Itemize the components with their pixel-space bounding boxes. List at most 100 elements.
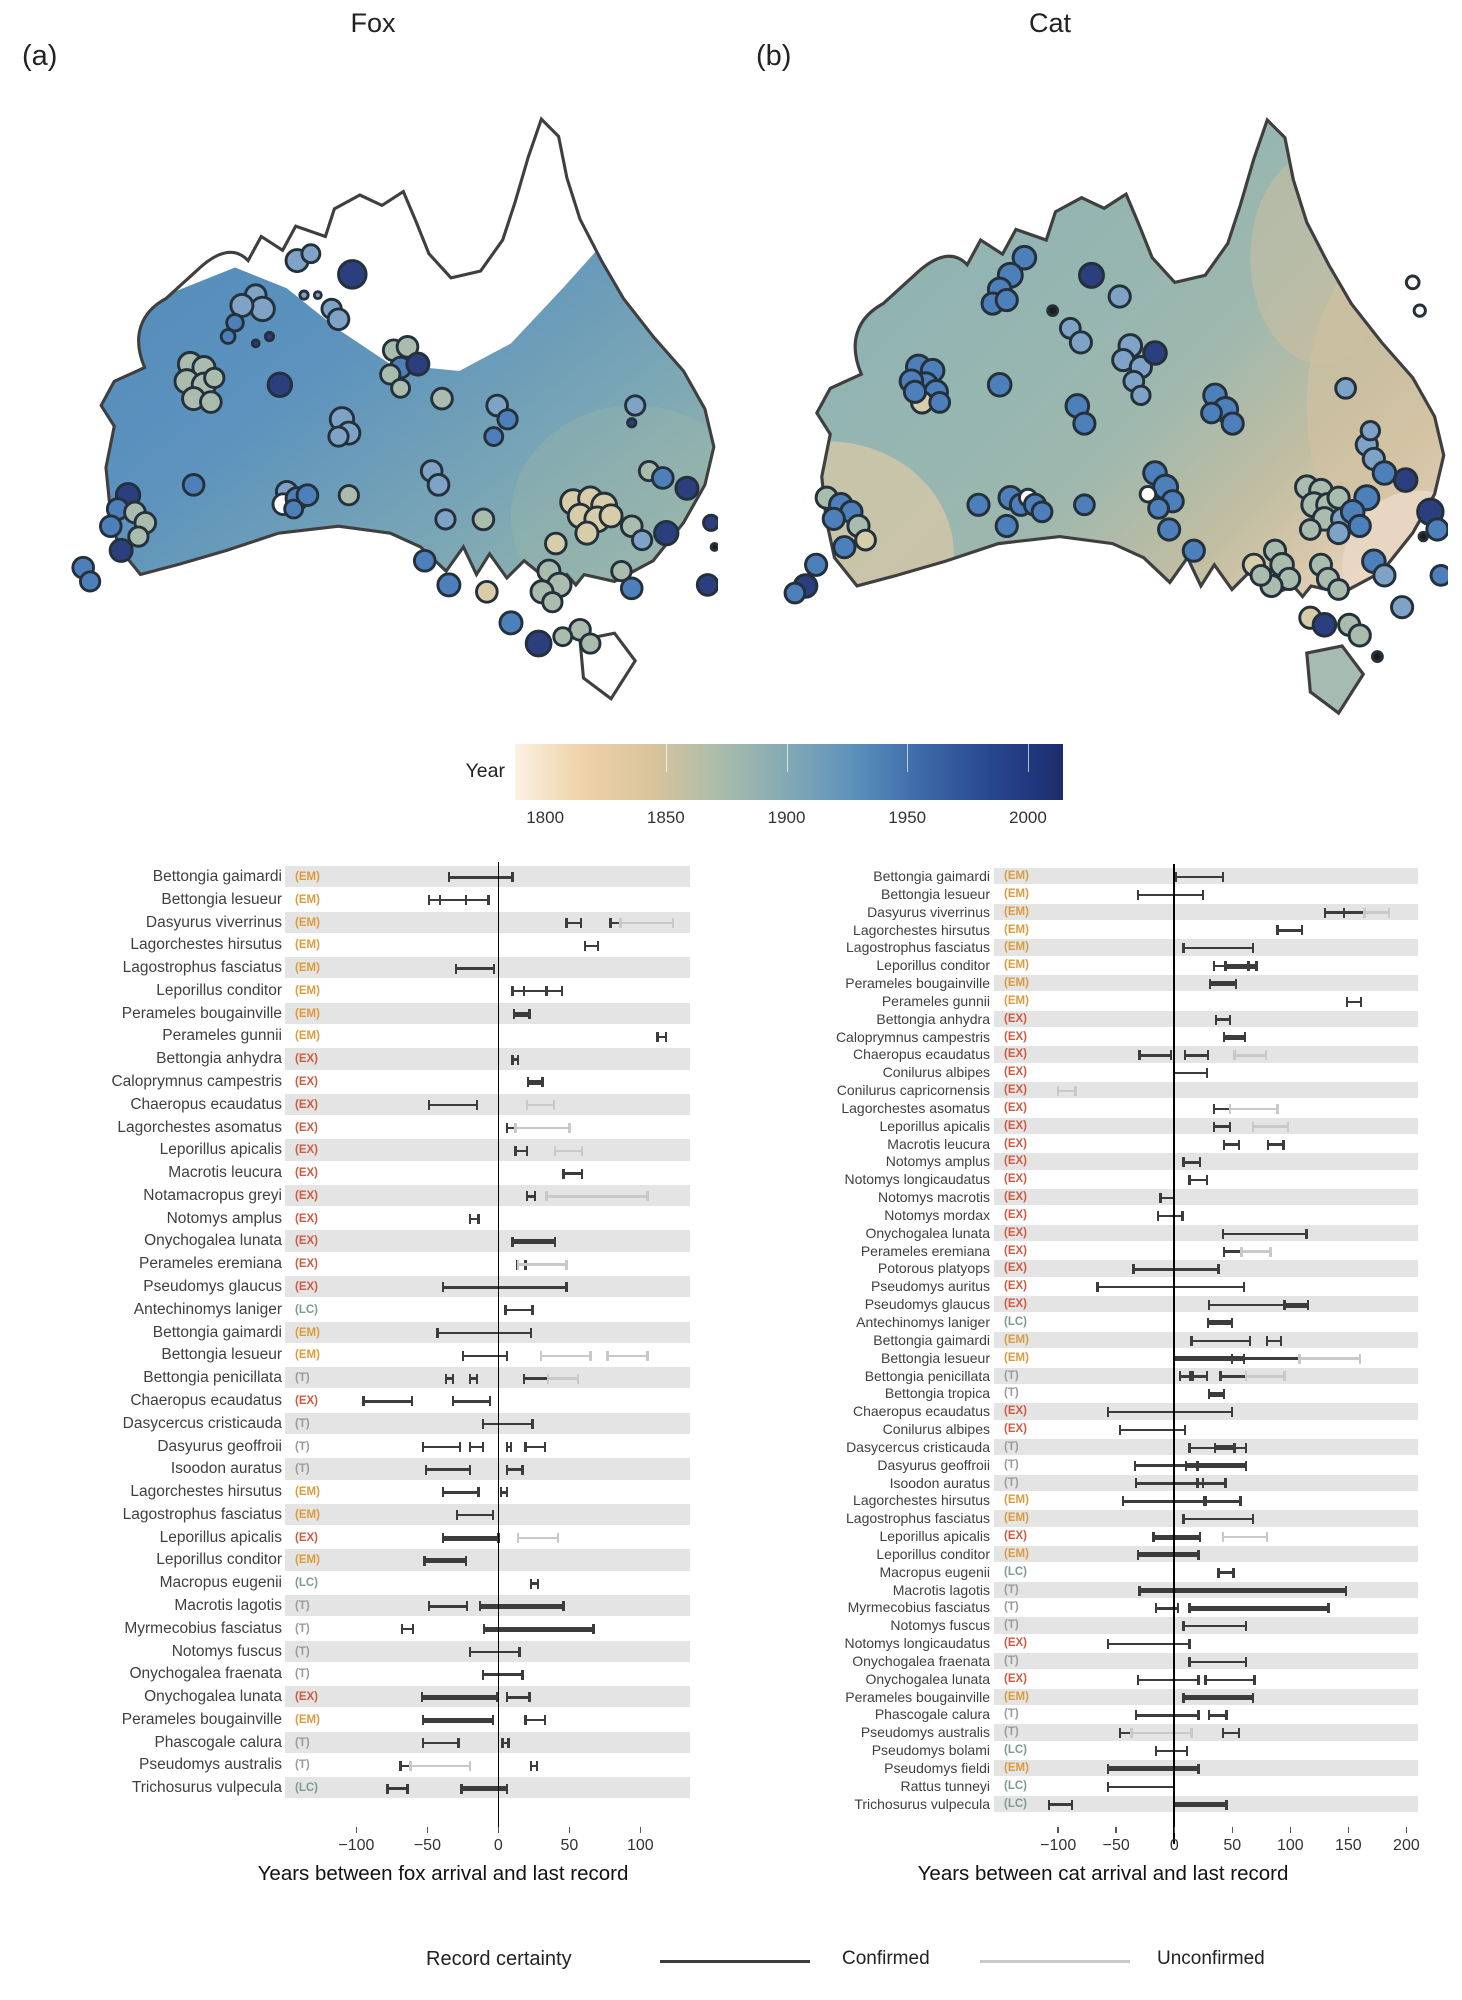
species-label: Dasyurus geoffroii <box>157 1437 282 1455</box>
map-point <box>412 548 437 573</box>
interval-cap <box>447 872 450 883</box>
species-label: Perameles bougainville <box>121 1710 282 1728</box>
interval-cap <box>1184 1460 1188 1471</box>
status-tag: (EM) <box>295 1713 320 1726</box>
species-label: Macrotis leucura <box>887 1135 990 1152</box>
interval-cap <box>561 986 564 997</box>
interval-cap <box>1197 1710 1200 1721</box>
interval-cap <box>1219 1371 1222 1382</box>
interval-cap <box>1118 1424 1121 1435</box>
interval-bar-confirmed <box>523 1377 549 1380</box>
interval-cap <box>421 1738 425 1749</box>
interval-cap <box>468 1760 472 1771</box>
x-tick-label: 50 <box>560 1837 579 1854</box>
x-tick-mark <box>1289 1827 1292 1833</box>
map-point <box>312 290 323 300</box>
species-label: Macropus eugenii <box>159 1574 282 1592</box>
species-label: Notamacropus greyi <box>143 1186 282 1204</box>
map-point <box>436 572 462 598</box>
map-point <box>295 483 320 507</box>
interval-cap <box>565 917 568 928</box>
x-tick-label: −100 <box>338 1837 375 1854</box>
status-tag: (T) <box>295 1372 310 1385</box>
interval-cap <box>1132 1264 1135 1275</box>
interval-cap <box>1358 1353 1362 1364</box>
interval-cap <box>1182 1692 1185 1703</box>
interval-bar-confirmed <box>506 1126 516 1130</box>
status-tag: (EX) <box>295 1053 318 1066</box>
interval-cap <box>1169 1050 1172 1061</box>
interval-bar-confirmed <box>1277 929 1302 932</box>
interval-cap <box>454 963 457 974</box>
species-label: Bettongia penicillata <box>143 1369 282 1387</box>
colorbar-tick-label: 2000 <box>1009 808 1047 827</box>
status-tag: (EX) <box>295 1167 318 1180</box>
species-label: Bettongia gaimardi <box>873 1331 990 1348</box>
interval-cap <box>1276 925 1279 936</box>
map-point <box>1046 304 1060 318</box>
status-tag: (EX) <box>1004 1119 1027 1132</box>
interval-cap <box>441 1282 445 1293</box>
interval-bar-confirmed <box>1133 1268 1219 1271</box>
species-label: Macrotis lagotis <box>892 1581 990 1598</box>
interval-bar-confirmed <box>1155 1607 1178 1610</box>
interval-cap <box>410 1396 413 1407</box>
interval-bar-confirmed <box>455 967 495 970</box>
interval-bar-confirmed <box>1183 1517 1254 1521</box>
interval-cap <box>1243 1032 1247 1043</box>
interval-cap <box>1183 1424 1186 1435</box>
interval-bar-confirmed <box>506 1468 523 1471</box>
status-tag: (T) <box>295 1668 310 1681</box>
interval-cap <box>1344 1585 1348 1596</box>
panel-b-letter: (b) <box>756 40 792 72</box>
interval-cap <box>1276 1103 1279 1114</box>
interval-cap <box>1154 1603 1157 1614</box>
interval-cap <box>475 1373 479 1384</box>
species-label: Leporillus apicalis <box>159 1528 282 1546</box>
status-tag: (EM) <box>295 916 320 929</box>
species-label: Onychogalea lunata <box>865 1224 990 1241</box>
map-point <box>674 475 700 501</box>
interval-bar-confirmed <box>1232 1357 1300 1360</box>
interval-bar-confirmed <box>363 1400 412 1403</box>
interval-cap <box>468 1464 472 1475</box>
status-tag: (EM) <box>1004 1547 1029 1560</box>
interval-cap <box>386 1783 389 1794</box>
status-tag: (EX) <box>1004 1244 1027 1257</box>
interval-bar-unconfirmed <box>515 1126 570 1130</box>
map-point <box>1371 460 1398 486</box>
map-point <box>430 386 454 411</box>
interval-cap <box>399 1760 402 1771</box>
interval-bar-confirmed <box>428 1103 478 1107</box>
map-point <box>821 506 846 531</box>
x-tick-label: −50 <box>413 1837 441 1854</box>
interval-cap <box>1265 1335 1269 1346</box>
interval-bar-unconfirmed <box>555 1149 583 1152</box>
map-point <box>624 394 647 417</box>
x-tick-mark <box>1347 1827 1350 1833</box>
interval-cap <box>1300 925 1304 936</box>
interval-cap <box>1134 1710 1138 1721</box>
map-point <box>994 287 1019 313</box>
interval-bar-unconfirmed <box>546 1195 648 1198</box>
interval-cap <box>553 1236 557 1247</box>
row-band <box>994 1082 1418 1099</box>
interval-cap <box>487 895 490 906</box>
status-tag: (T) <box>295 1645 310 1658</box>
interval-bar-confirmed <box>1209 1303 1285 1307</box>
x-tick-mark <box>1173 1827 1176 1833</box>
row-band <box>994 1117 1418 1135</box>
interval-cap <box>544 1441 547 1452</box>
species-label: Antechinomys laniger <box>856 1314 990 1330</box>
map-point <box>994 513 1019 539</box>
map-point <box>405 351 431 377</box>
interval-cap <box>1245 1371 1248 1382</box>
interval-cap <box>1137 889 1140 900</box>
interval-cap <box>1238 1728 1241 1739</box>
status-tag: (EM) <box>1004 1690 1029 1703</box>
status-tag: (T) <box>1004 1387 1019 1400</box>
interval-cap <box>436 1327 439 1338</box>
interval-cap <box>492 963 496 974</box>
map-point <box>199 390 223 414</box>
interval-bar-confirmed <box>566 921 581 925</box>
